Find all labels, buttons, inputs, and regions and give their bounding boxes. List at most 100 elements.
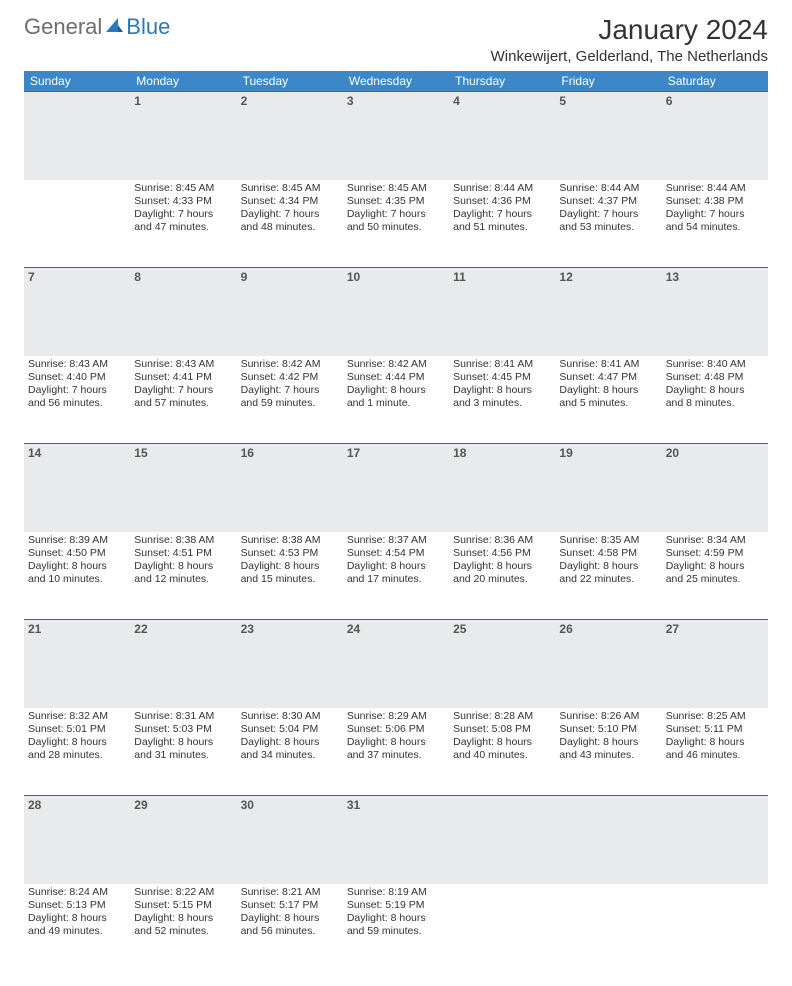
daylight-text: and 3 minutes.	[453, 397, 551, 410]
day-info: Sunrise: 8:43 AMSunset: 4:40 PMDaylight:…	[28, 358, 126, 411]
day-cell	[24, 180, 130, 268]
daylight-text: Daylight: 8 hours	[134, 912, 232, 925]
day-cell: Sunrise: 8:29 AMSunset: 5:06 PMDaylight:…	[343, 708, 449, 796]
daylight-text: Daylight: 8 hours	[559, 560, 657, 573]
sunset-text: Sunset: 4:38 PM	[666, 195, 764, 208]
day-cell: Sunrise: 8:37 AMSunset: 4:54 PMDaylight:…	[343, 532, 449, 620]
sunrise-text: Sunrise: 8:40 AM	[666, 358, 764, 371]
day-info: Sunrise: 8:32 AMSunset: 5:01 PMDaylight:…	[28, 710, 126, 763]
sunrise-text: Sunrise: 8:45 AM	[241, 182, 339, 195]
day-info: Sunrise: 8:36 AMSunset: 4:56 PMDaylight:…	[453, 534, 551, 587]
sunset-text: Sunset: 4:44 PM	[347, 371, 445, 384]
sunrise-text: Sunrise: 8:36 AM	[453, 534, 551, 547]
day-cell	[662, 884, 768, 972]
day-cell: Sunrise: 8:32 AMSunset: 5:01 PMDaylight:…	[24, 708, 130, 796]
sunrise-text: Sunrise: 8:22 AM	[134, 886, 232, 899]
logo-text-2: Blue	[126, 14, 170, 40]
daylight-text: Daylight: 8 hours	[666, 736, 764, 749]
sunrise-text: Sunrise: 8:32 AM	[28, 710, 126, 723]
sunrise-text: Sunrise: 8:19 AM	[347, 886, 445, 899]
day-cell: Sunrise: 8:35 AMSunset: 4:58 PMDaylight:…	[555, 532, 661, 620]
day-number: 12	[555, 268, 661, 356]
sunset-text: Sunset: 4:59 PM	[666, 547, 764, 560]
daylight-text: Daylight: 8 hours	[453, 384, 551, 397]
daylight-text: and 8 minutes.	[666, 397, 764, 410]
daylight-text: and 37 minutes.	[347, 749, 445, 762]
sunrise-text: Sunrise: 8:45 AM	[347, 182, 445, 195]
daylight-text: Daylight: 8 hours	[28, 560, 126, 573]
day-cell: Sunrise: 8:45 AMSunset: 4:34 PMDaylight:…	[237, 180, 343, 268]
sunrise-text: Sunrise: 8:26 AM	[559, 710, 657, 723]
sunset-text: Sunset: 4:51 PM	[134, 547, 232, 560]
daylight-text: Daylight: 8 hours	[453, 736, 551, 749]
sunrise-text: Sunrise: 8:28 AM	[453, 710, 551, 723]
daylight-text: Daylight: 8 hours	[347, 736, 445, 749]
sunset-text: Sunset: 4:40 PM	[28, 371, 126, 384]
daylight-text: and 12 minutes.	[134, 573, 232, 586]
sunset-text: Sunset: 4:47 PM	[559, 371, 657, 384]
sunset-text: Sunset: 5:01 PM	[28, 723, 126, 736]
daylight-text: and 17 minutes.	[347, 573, 445, 586]
daylight-text: and 51 minutes.	[453, 221, 551, 234]
daylight-text: Daylight: 8 hours	[347, 912, 445, 925]
day-number: 26	[555, 620, 661, 708]
weekday-header: Tuesday	[237, 71, 343, 92]
sunset-text: Sunset: 4:45 PM	[453, 371, 551, 384]
day-info: Sunrise: 8:45 AMSunset: 4:33 PMDaylight:…	[134, 182, 232, 235]
daylight-text: and 52 minutes.	[134, 925, 232, 938]
sunrise-text: Sunrise: 8:38 AM	[241, 534, 339, 547]
day-number: 9	[237, 268, 343, 356]
daylight-text: and 25 minutes.	[666, 573, 764, 586]
weekday-header: Monday	[130, 71, 236, 92]
day-number	[449, 796, 555, 884]
daylight-text: Daylight: 7 hours	[134, 208, 232, 221]
sunset-text: Sunset: 5:13 PM	[28, 899, 126, 912]
sunrise-text: Sunrise: 8:29 AM	[347, 710, 445, 723]
daylight-text: and 54 minutes.	[666, 221, 764, 234]
day-number: 16	[237, 444, 343, 532]
day-info: Sunrise: 8:34 AMSunset: 4:59 PMDaylight:…	[666, 534, 764, 587]
daylight-text: Daylight: 8 hours	[347, 384, 445, 397]
day-number: 21	[24, 620, 130, 708]
month-title: January 2024	[491, 14, 768, 46]
day-number-row: 123456	[24, 92, 768, 180]
sunrise-text: Sunrise: 8:42 AM	[347, 358, 445, 371]
day-number: 5	[555, 92, 661, 180]
logo: General Blue	[24, 14, 170, 40]
day-cell: Sunrise: 8:44 AMSunset: 4:37 PMDaylight:…	[555, 180, 661, 268]
daylight-text: Daylight: 8 hours	[134, 560, 232, 573]
day-info: Sunrise: 8:28 AMSunset: 5:08 PMDaylight:…	[453, 710, 551, 763]
day-info: Sunrise: 8:38 AMSunset: 4:53 PMDaylight:…	[241, 534, 339, 587]
day-cell	[449, 884, 555, 972]
daylight-text: Daylight: 7 hours	[559, 208, 657, 221]
sunset-text: Sunset: 5:10 PM	[559, 723, 657, 736]
daylight-text: and 5 minutes.	[559, 397, 657, 410]
weekday-header: Thursday	[449, 71, 555, 92]
sunset-text: Sunset: 4:35 PM	[347, 195, 445, 208]
daylight-text: and 46 minutes.	[666, 749, 764, 762]
daylight-text: and 50 minutes.	[347, 221, 445, 234]
sunset-text: Sunset: 4:37 PM	[559, 195, 657, 208]
sunset-text: Sunset: 5:03 PM	[134, 723, 232, 736]
daylight-text: and 22 minutes.	[559, 573, 657, 586]
daylight-text: Daylight: 8 hours	[241, 560, 339, 573]
day-number: 10	[343, 268, 449, 356]
day-info: Sunrise: 8:26 AMSunset: 5:10 PMDaylight:…	[559, 710, 657, 763]
daylight-text: Daylight: 8 hours	[559, 384, 657, 397]
day-number: 24	[343, 620, 449, 708]
daylight-text: and 43 minutes.	[559, 749, 657, 762]
day-info: Sunrise: 8:39 AMSunset: 4:50 PMDaylight:…	[28, 534, 126, 587]
daylight-text: and 49 minutes.	[28, 925, 126, 938]
day-number	[24, 92, 130, 180]
day-cell: Sunrise: 8:30 AMSunset: 5:04 PMDaylight:…	[237, 708, 343, 796]
day-number: 4	[449, 92, 555, 180]
calendar-page: General Blue January 2024 Winkewijert, G…	[0, 0, 792, 986]
sunrise-text: Sunrise: 8:41 AM	[453, 358, 551, 371]
day-info: Sunrise: 8:43 AMSunset: 4:41 PMDaylight:…	[134, 358, 232, 411]
day-info: Sunrise: 8:21 AMSunset: 5:17 PMDaylight:…	[241, 886, 339, 939]
sunset-text: Sunset: 5:06 PM	[347, 723, 445, 736]
day-number: 3	[343, 92, 449, 180]
daylight-text: and 56 minutes.	[241, 925, 339, 938]
day-number	[662, 796, 768, 884]
day-info: Sunrise: 8:42 AMSunset: 4:42 PMDaylight:…	[241, 358, 339, 411]
